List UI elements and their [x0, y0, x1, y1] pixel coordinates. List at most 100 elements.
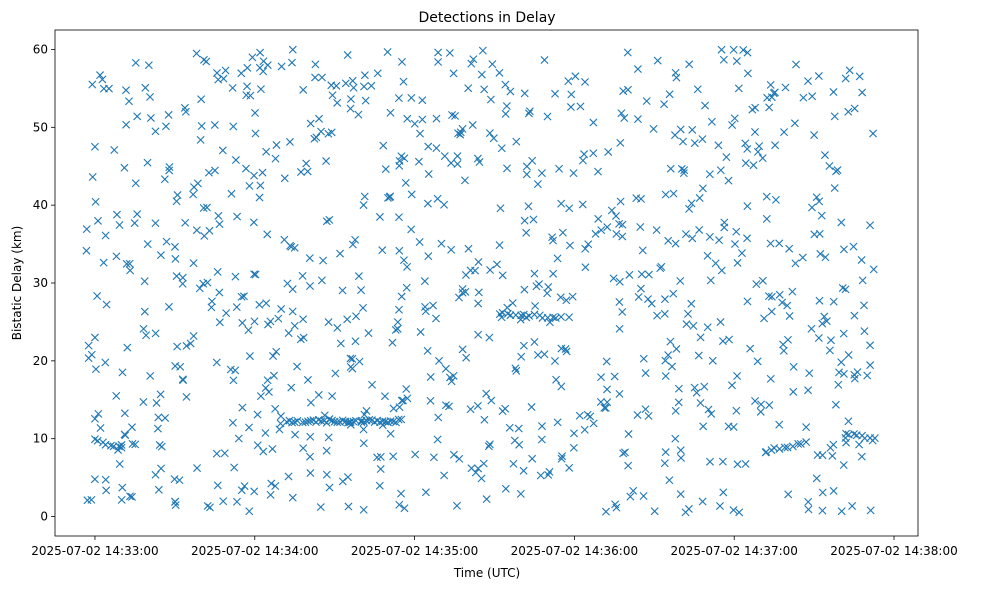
data-point [537, 169, 546, 178]
data-point [830, 184, 839, 193]
data-point [737, 249, 746, 258]
data-point [338, 416, 347, 425]
data-point [679, 137, 687, 146]
data-point [253, 441, 262, 450]
data-point [495, 241, 504, 250]
data-point [104, 84, 113, 93]
data-point [296, 168, 305, 177]
data-point [394, 415, 403, 424]
data-point [410, 119, 419, 128]
data-point [753, 357, 762, 366]
data-point [540, 56, 549, 65]
data-point [266, 490, 275, 499]
data-point [660, 459, 669, 468]
data-point [704, 405, 713, 414]
data-point [389, 417, 398, 426]
data-point [839, 369, 848, 378]
data-point [474, 299, 483, 308]
data-point [117, 495, 126, 504]
data-point [122, 120, 131, 129]
data-point [212, 358, 221, 367]
data-point [172, 272, 181, 281]
data-point [157, 464, 166, 473]
data-point [557, 312, 566, 321]
data-point [125, 259, 134, 268]
data-point [423, 199, 432, 208]
data-point [695, 194, 704, 203]
data-point [495, 68, 504, 77]
data-point [432, 144, 441, 153]
data-point [586, 412, 595, 421]
data-point [804, 77, 812, 86]
data-point [670, 131, 679, 140]
data-point [220, 449, 229, 458]
data-point [284, 329, 293, 338]
data-point [146, 92, 155, 101]
data-point [383, 48, 392, 57]
data-point [460, 176, 469, 185]
data-points [82, 45, 879, 517]
data-point [126, 266, 135, 275]
data-point [653, 56, 662, 65]
data-point [837, 507, 846, 516]
data-point [841, 74, 850, 83]
data-point [597, 226, 606, 235]
data-point [131, 440, 140, 449]
data-point [151, 127, 160, 136]
data-point [652, 226, 661, 235]
data-point [558, 228, 567, 237]
data-point [743, 144, 752, 153]
data-point [722, 153, 731, 162]
data-point [139, 324, 148, 333]
data-point [552, 375, 561, 384]
data-point [231, 366, 240, 375]
data-point [732, 406, 741, 415]
data-point [568, 292, 577, 301]
data-point [818, 319, 827, 328]
data-point [549, 313, 558, 322]
data-point [810, 131, 819, 140]
data-point [415, 237, 424, 246]
data-point [454, 293, 463, 302]
data-point [381, 165, 390, 174]
data-point [88, 172, 97, 181]
data-point [758, 154, 767, 163]
data-point [287, 242, 296, 251]
data-point [567, 90, 576, 99]
data-point [644, 411, 653, 420]
data-point [215, 318, 224, 327]
data-point [600, 403, 609, 412]
data-point [580, 425, 589, 434]
data-point [512, 137, 521, 146]
data-point [395, 403, 404, 412]
data-point [231, 156, 240, 165]
data-point [275, 425, 284, 434]
data-point [146, 113, 155, 122]
data-point [510, 436, 519, 445]
data-point [779, 340, 788, 349]
data-point [256, 48, 265, 57]
data-point [831, 400, 840, 409]
data-point [421, 302, 430, 311]
data-point [362, 406, 371, 415]
data-point [90, 142, 99, 151]
data-point [407, 225, 416, 234]
data-point [844, 107, 853, 116]
data-point [694, 351, 703, 360]
data-point [766, 239, 775, 248]
data-point [227, 189, 236, 198]
data-point [566, 103, 575, 112]
data-point [125, 97, 133, 106]
data-point [838, 283, 847, 292]
data-point [128, 423, 136, 432]
data-point [293, 416, 302, 425]
data-point [869, 265, 878, 274]
data-point [501, 109, 510, 118]
data-point [411, 450, 420, 459]
data-point [131, 58, 140, 67]
data-point [248, 53, 257, 62]
data-point [397, 415, 406, 424]
data-point [170, 242, 179, 251]
x-tick-label: 2025-07-02 14:37:00 [670, 544, 797, 558]
data-point [731, 240, 739, 249]
